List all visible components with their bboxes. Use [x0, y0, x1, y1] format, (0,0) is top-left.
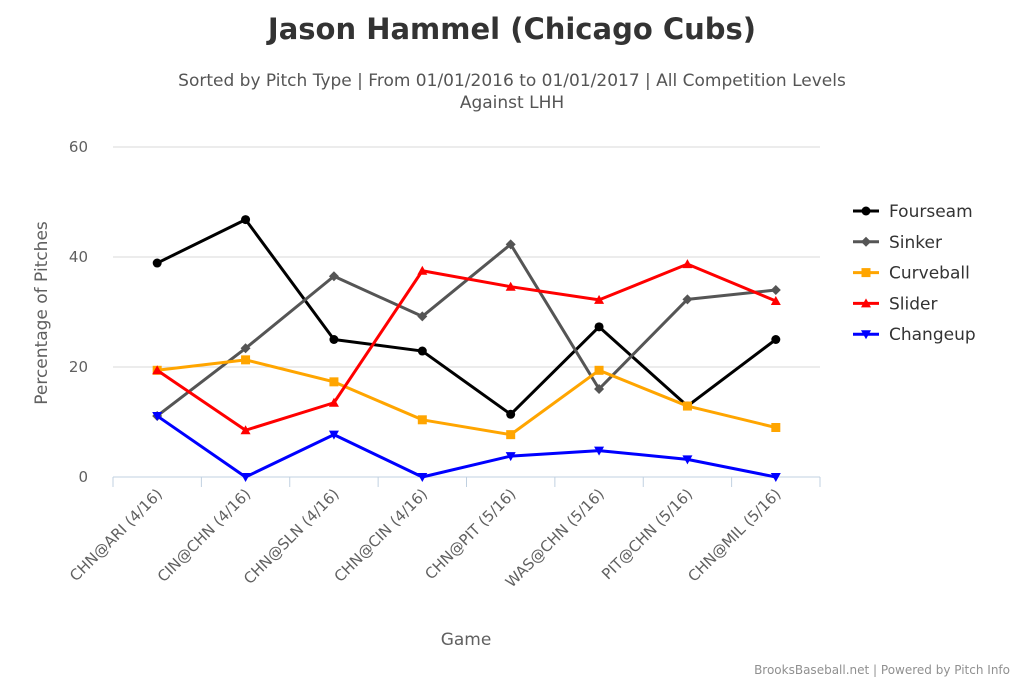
data-point [682, 259, 693, 269]
data-point [771, 423, 781, 432]
data-point [771, 335, 781, 344]
data-point [861, 268, 871, 278]
x-tick-label: CHN@SLN (4/16) [240, 485, 343, 588]
x-tick-label: CHN@CIN (4/16) [331, 485, 432, 586]
data-point [594, 446, 605, 456]
data-point [417, 311, 428, 322]
data-point [861, 236, 871, 247]
credit-text: BrooksBaseball.net | Powered by Pitch In… [754, 663, 1010, 677]
data-point [506, 409, 516, 419]
data-point [329, 335, 339, 344]
legend-item-fourseam: Fourseam [853, 202, 973, 222]
series-line [156, 242, 776, 418]
legend-item-changeup: Changeup [853, 325, 976, 345]
series-slider [152, 259, 781, 435]
chart-subtitle: Sorted by Pitch Type | From 01/01/2016 t… [0, 70, 1024, 114]
data-point [506, 430, 516, 440]
legend-label: Fourseam [889, 202, 973, 222]
x-tick-label: CHN@ARI (4/16) [66, 485, 166, 585]
data-point [861, 298, 871, 308]
y-tick-label: 60 [69, 138, 88, 156]
data-point [505, 281, 516, 291]
data-point [594, 294, 605, 304]
data-point [152, 258, 162, 268]
y-axis-title: Percentage of Pitches [32, 221, 52, 405]
legend-item-curveball: Curveball [853, 264, 970, 284]
chart-title: Jason Hammel (Chicago Cubs) [267, 12, 757, 46]
grid-lines [113, 146, 820, 368]
data-point [682, 294, 693, 305]
series-curveball [152, 355, 781, 440]
data-point [682, 455, 693, 465]
data-point [417, 346, 427, 356]
data-point [594, 365, 604, 375]
data-point [329, 377, 339, 387]
legend-label: Sinker [889, 233, 942, 253]
legend-item-slider: Slider [853, 294, 937, 314]
x-tick-label: CHN@MIL (5/16) [684, 485, 784, 585]
data-point [682, 401, 692, 411]
series-line [157, 358, 777, 437]
data-point [770, 473, 781, 482]
series-changeup [152, 411, 781, 482]
data-point [770, 296, 781, 305]
series-line [156, 414, 777, 479]
x-axis: CHN@ARI (4/16)CIN@CHN (4/16)CHN@SLN (4/1… [66, 476, 821, 591]
data-point [328, 397, 339, 407]
y-axis-ticks: 0 20 40 60 [69, 138, 88, 486]
subtitle-line-2: Against LHH [459, 93, 565, 113]
legend-label: Slider [889, 294, 937, 314]
legend-label: Changeup [889, 325, 976, 345]
x-tick-label: CHN@PIT (5/16) [421, 485, 519, 583]
y-tick-label: 0 [78, 468, 88, 486]
data-point [594, 322, 604, 332]
data-point [241, 355, 251, 365]
y-tick-label: 40 [69, 248, 88, 266]
data-point [417, 415, 427, 425]
data-point [417, 265, 428, 275]
data-point [861, 330, 871, 340]
series-fourseam [152, 215, 781, 419]
series-group [152, 215, 781, 482]
data-point [594, 384, 605, 394]
data-point [770, 285, 781, 295]
data-point [417, 473, 428, 482]
y-tick-label: 20 [69, 358, 88, 376]
data-point [328, 430, 339, 440]
data-point [240, 425, 251, 435]
subtitle-line-1: Sorted by Pitch Type | From 01/01/2016 t… [178, 71, 846, 91]
series-line [156, 262, 777, 432]
legend: Fourseam Sinker Curveball Slider Changeup [853, 202, 976, 345]
x-tick-label: WAS@CHN (5/16) [502, 485, 608, 591]
data-point [328, 271, 339, 282]
data-point [241, 215, 251, 225]
data-point [861, 206, 871, 216]
legend-label: Curveball [889, 264, 970, 284]
data-point [240, 473, 251, 482]
x-axis-title: Game [441, 630, 492, 650]
x-tick-label: PIT@CHN (5/16) [598, 485, 696, 583]
data-point [152, 365, 163, 375]
series-line [156, 218, 777, 416]
data-point [505, 239, 516, 250]
data-point [505, 452, 516, 462]
data-point [240, 343, 251, 354]
x-tick-label: CIN@CHN (4/16) [154, 485, 255, 586]
legend-item-sinker: Sinker [853, 233, 942, 253]
data-point [152, 411, 163, 421]
